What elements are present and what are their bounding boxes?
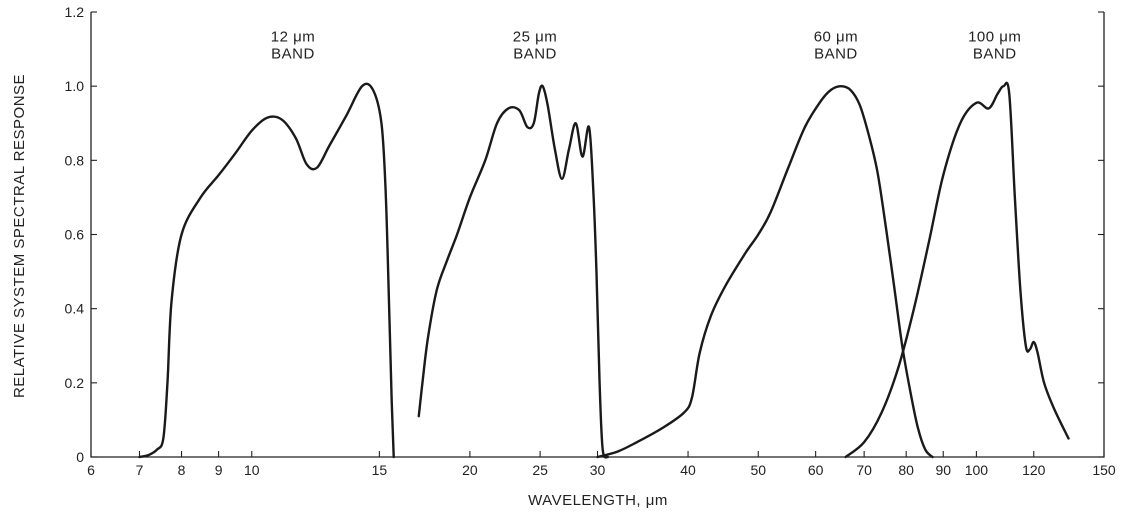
x-tick-label: 6 — [87, 462, 95, 478]
curve-60-um-band — [596, 84, 934, 459]
x-tick-label: 70 — [856, 462, 872, 478]
band-labels: 12 μm BAND 25 μm BAND 60 μm BAND 100 μm BAND — [271, 29, 1021, 63]
x-tick-label: 25 — [532, 462, 548, 478]
x-tick-label: 8 — [178, 462, 186, 478]
band-label: 25 μm BAND — [513, 29, 558, 63]
curve-12-um-band — [138, 82, 395, 459]
plot-frame — [90, 12, 1105, 458]
x-tick-label: 90 — [935, 462, 951, 478]
axes — [90, 12, 1105, 458]
y-tick-label: 0 — [76, 449, 84, 465]
y-tick-label: 0.2 — [65, 375, 85, 391]
x-tick-label: 7 — [136, 462, 144, 478]
x-tick-label: 20 — [462, 462, 478, 478]
y-tick-label: 1.0 — [65, 78, 85, 94]
x-tick-label: 9 — [215, 462, 223, 478]
y-ticks: 0 0.2 0.4 0.6 0.8 1.0 1.2 — [65, 4, 1104, 465]
x-axis-title: WAVELENGTH, μm — [528, 492, 668, 509]
y-tick-label: 0.4 — [65, 301, 85, 317]
x-ticks: 6 7 8 9 10 15 20 25 30 40 50 60 70 80 90 100 120 150 — [87, 451, 1116, 478]
series-curves — [138, 81, 1070, 459]
y-tick-label: 0.6 — [65, 227, 85, 243]
x-tick-label: 120 — [1022, 462, 1046, 478]
x-tick-label: 50 — [750, 462, 766, 478]
x-tick-label: 80 — [898, 462, 914, 478]
y-axis-title: RELATIVE SYSTEM SPECTRAL RESPONSE — [11, 74, 28, 398]
x-tick-label: 60 — [808, 462, 824, 478]
x-tick-label: 40 — [680, 462, 696, 478]
x-tick-label: 15 — [372, 462, 388, 478]
band-label: 60 μm BAND — [814, 29, 859, 63]
x-tick-label: 30 — [590, 462, 606, 478]
curve-25-um-band — [417, 84, 610, 459]
curve-100-um-band — [844, 81, 1070, 459]
x-tick-label: 100 — [965, 462, 989, 478]
x-tick-label: 10 — [244, 462, 260, 478]
band-label: 12 μm BAND — [271, 29, 316, 63]
x-tick-label: 150 — [1092, 462, 1116, 478]
band-label: 100 μm BAND — [968, 29, 1021, 63]
y-tick-label: 0.8 — [65, 152, 85, 168]
y-tick-label: 1.2 — [65, 4, 85, 20]
